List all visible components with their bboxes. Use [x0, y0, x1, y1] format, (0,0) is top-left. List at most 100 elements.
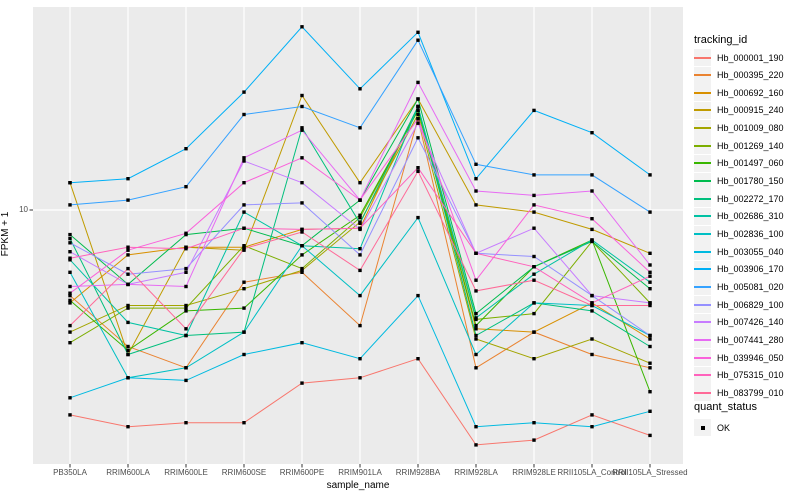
- data-point: [126, 248, 130, 252]
- data-point: [590, 238, 594, 242]
- data-point: [474, 352, 478, 357]
- data-point: [68, 236, 72, 241]
- data-point: [474, 337, 478, 341]
- data-point: [242, 159, 246, 163]
- y-axis-title: FPKM + 1: [0, 211, 11, 257]
- data-point: [532, 421, 536, 425]
- data-point: [358, 215, 362, 220]
- data-point: [532, 173, 536, 177]
- data-point: [474, 311, 478, 316]
- x-tick-label: RRII105LA_Control: [557, 468, 627, 477]
- data-point: [300, 93, 304, 98]
- data-point: [416, 112, 420, 117]
- data-point: [126, 344, 130, 349]
- data-point: [474, 189, 478, 193]
- data-point: [68, 284, 72, 289]
- data-point: [474, 327, 478, 331]
- data-point: [474, 278, 478, 282]
- data-point: [68, 413, 72, 417]
- data-point: [242, 210, 246, 214]
- data-point: [532, 311, 536, 316]
- data-point: [184, 366, 188, 370]
- data-point: [126, 177, 130, 181]
- data-point: [126, 266, 130, 271]
- data-point: [126, 282, 130, 287]
- data-point: [648, 263, 652, 267]
- legend-item: Hb_007441_280: [694, 331, 784, 349]
- legend-item: Hb_000915_240: [694, 101, 784, 119]
- data-point: [358, 87, 362, 91]
- data-point: [242, 280, 246, 284]
- data-point: [416, 104, 420, 109]
- data-point: [532, 265, 536, 269]
- data-point: [416, 215, 420, 220]
- legend-panel: tracking_id Hb_000001_190 Hb_000395_220 Hb…: [694, 0, 800, 500]
- data-point: [68, 241, 72, 245]
- data-point: [300, 126, 304, 130]
- data-point: [416, 80, 420, 85]
- data-point: [474, 203, 478, 207]
- data-point: [126, 320, 130, 325]
- legend-key: [694, 225, 711, 243]
- legend-label: Hb_002686_310: [717, 211, 784, 222]
- x-axis-title: sample_name: [326, 480, 390, 491]
- legend-key: [694, 296, 711, 314]
- data-point: [648, 270, 652, 274]
- data-point: [68, 396, 72, 400]
- quant-legend-label: OK: [717, 422, 731, 433]
- data-point: [300, 227, 304, 232]
- data-point: [68, 341, 72, 345]
- legend-line-swatch-icon: [694, 109, 711, 112]
- data-point: [126, 198, 130, 202]
- legend-label: Hb_003055_040: [717, 246, 784, 257]
- legend-label: Hb_001269_140: [717, 140, 784, 151]
- data-point: [648, 433, 652, 438]
- legend-label: Hb_000395_220: [717, 70, 784, 81]
- legend-label: Hb_001780_150: [717, 176, 784, 187]
- data-point: [126, 272, 130, 276]
- legend-item: Hb_001497_060: [694, 154, 784, 172]
- data-point: [126, 306, 130, 310]
- legend-line-swatch-icon: [694, 233, 711, 235]
- data-point: [358, 226, 362, 230]
- legend-item: Hb_000395_220: [694, 66, 784, 84]
- legend-label: Hb_005081_020: [717, 281, 784, 292]
- data-point: [358, 198, 362, 202]
- data-point: [474, 162, 478, 166]
- data-point: [532, 108, 536, 113]
- legend-item: Hb_003906_170: [694, 260, 784, 278]
- legend-item: Hb_007426_140: [694, 313, 784, 331]
- data-point: [300, 266, 304, 271]
- data-point: [648, 409, 652, 413]
- data-point: [358, 376, 362, 380]
- x-tick-label: PB350LA: [53, 468, 87, 477]
- quant-legend-title: quant_status: [694, 401, 757, 413]
- data-point: [242, 244, 246, 248]
- data-point: [300, 268, 304, 273]
- data-point: [68, 323, 72, 328]
- data-point: [416, 136, 420, 140]
- data-point: [300, 230, 304, 234]
- data-point: [300, 128, 304, 132]
- data-point: [68, 203, 72, 207]
- data-point: [68, 181, 72, 185]
- data-point: [242, 203, 246, 207]
- data-point: [184, 333, 188, 338]
- data-point: [68, 270, 72, 274]
- data-point: [358, 126, 362, 130]
- data-point: [590, 173, 594, 177]
- data-point: [648, 301, 652, 305]
- data-point: [358, 221, 362, 225]
- data-point: [242, 421, 246, 425]
- data-point: [474, 425, 478, 429]
- data-point: [532, 226, 536, 230]
- data-point: [68, 250, 72, 254]
- legend-key: [694, 84, 711, 102]
- legend-key: [694, 243, 711, 261]
- legend-line-swatch-icon: [694, 162, 711, 165]
- data-point: [416, 166, 420, 170]
- data-point: [184, 306, 188, 310]
- data-point: [532, 438, 536, 442]
- legend-line-swatch-icon: [694, 250, 711, 253]
- data-point: [416, 121, 420, 125]
